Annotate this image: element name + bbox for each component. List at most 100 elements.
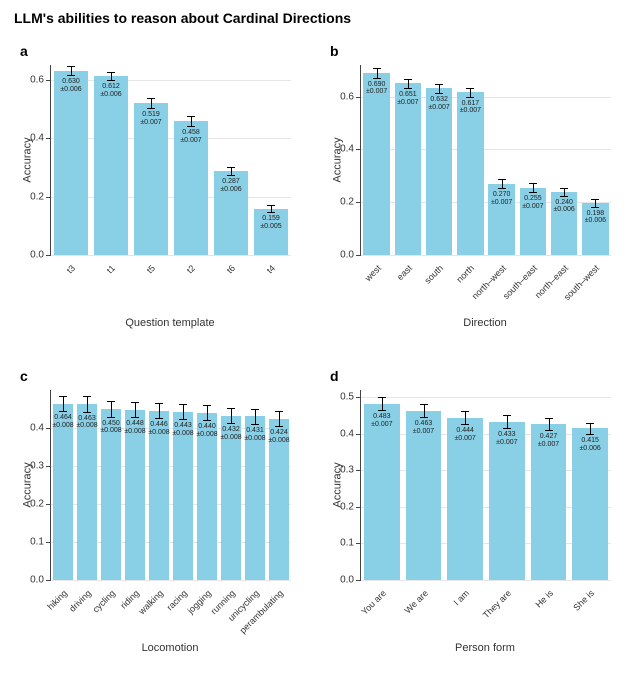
error-bar [159, 403, 160, 418]
panel-letter: b [330, 43, 339, 59]
error-cap [251, 424, 259, 425]
error-bar [151, 98, 152, 108]
error-bar [549, 418, 550, 431]
bar-value-label: 0.632±0.007 [424, 96, 455, 111]
grid-line [51, 255, 291, 256]
y-tick-label: 0.4 [16, 423, 44, 434]
error-cap [155, 418, 163, 419]
error-cap [591, 199, 599, 200]
error-cap [67, 66, 75, 67]
bar-value-label: 0.630±0.006 [52, 78, 90, 93]
error-cap [227, 167, 235, 168]
error-cap [187, 116, 195, 117]
error-cap [147, 98, 155, 99]
error-cap [503, 415, 511, 416]
y-tick [356, 470, 360, 471]
error-cap [591, 207, 599, 208]
error-cap [378, 397, 386, 398]
panel-letter: d [330, 368, 339, 384]
bar [364, 404, 399, 580]
error-cap [461, 424, 469, 425]
error-cap [107, 80, 115, 81]
y-tick [356, 434, 360, 435]
error-cap [227, 408, 235, 409]
y-tick [356, 149, 360, 150]
error-cap [107, 72, 115, 73]
error-cap [147, 108, 155, 109]
y-axis-label: Accuracy [332, 462, 344, 507]
error-cap [67, 75, 75, 76]
error-cap [503, 428, 511, 429]
error-cap [435, 84, 443, 85]
y-tick [356, 97, 360, 98]
grid-line [361, 397, 611, 398]
y-axis-label: Accuracy [22, 137, 34, 182]
bar [457, 92, 484, 255]
error-bar [111, 72, 112, 81]
y-tick-label: 0.1 [326, 538, 354, 549]
bar-value-label: 0.651±0.007 [393, 91, 424, 106]
error-cap [107, 401, 115, 402]
y-tick [46, 504, 50, 505]
y-tick-label: 0.0 [326, 250, 354, 261]
error-cap [187, 126, 195, 127]
error-cap [83, 396, 91, 397]
bar-value-label: 0.440±0.008 [195, 423, 219, 438]
error-bar [439, 84, 440, 93]
bar-value-label: 0.450±0.008 [99, 420, 123, 435]
error-cap [59, 411, 67, 412]
error-cap [107, 417, 115, 418]
error-cap [435, 93, 443, 94]
grid-line [361, 580, 611, 581]
error-bar [207, 405, 208, 420]
error-cap [498, 188, 506, 189]
plot-area: 0.630±0.0060.612±0.0060.519±0.0070.458±0… [50, 65, 291, 256]
bar-value-label: 0.458±0.007 [172, 129, 210, 144]
bar-value-label: 0.427±0.007 [529, 433, 568, 448]
error-cap [404, 79, 412, 80]
error-bar [63, 396, 64, 411]
y-tick-label: 0.0 [16, 250, 44, 261]
bar-value-label: 0.444±0.007 [445, 427, 484, 442]
error-cap [560, 196, 568, 197]
y-tick-label: 0.2 [326, 197, 354, 208]
error-bar [231, 408, 232, 423]
x-axis-label: Question template [50, 317, 290, 329]
error-cap [586, 434, 594, 435]
error-cap [420, 417, 428, 418]
error-cap [131, 417, 139, 418]
bar-value-label: 0.159±0.005 [252, 215, 290, 230]
error-cap [529, 192, 537, 193]
y-tick [356, 543, 360, 544]
error-cap [529, 183, 537, 184]
plot-area: 0.464±0.0080.463±0.0080.450±0.0080.448±0… [50, 390, 291, 581]
plot-area: 0.483±0.0070.463±0.0070.444±0.0070.433±0… [360, 390, 611, 581]
bar-value-label: 0.690±0.007 [361, 81, 392, 96]
y-tick-label: 0.5 [326, 392, 354, 403]
bar-value-label: 0.463±0.007 [404, 420, 443, 435]
y-tick-label: 0.0 [16, 575, 44, 586]
error-bar [507, 415, 508, 428]
y-tick-label: 0.2 [16, 191, 44, 202]
y-tick [46, 428, 50, 429]
y-tick [356, 202, 360, 203]
bar [395, 83, 422, 255]
bar-value-label: 0.464±0.008 [51, 414, 75, 429]
y-tick-label: 0.6 [326, 91, 354, 102]
y-tick [46, 580, 50, 581]
y-axis-label: Accuracy [332, 137, 344, 182]
bar-value-label: 0.433±0.007 [487, 431, 526, 446]
error-cap [466, 88, 474, 89]
bar-value-label: 0.424±0.008 [267, 429, 291, 444]
y-tick [46, 80, 50, 81]
error-cap [59, 396, 67, 397]
error-cap [155, 403, 163, 404]
bar [77, 404, 97, 580]
error-bar [470, 88, 471, 97]
y-tick [46, 255, 50, 256]
error-bar [183, 404, 184, 419]
grid-line [51, 580, 291, 581]
error-bar [408, 79, 409, 88]
error-cap [373, 78, 381, 79]
x-axis-label: Person form [360, 642, 610, 654]
